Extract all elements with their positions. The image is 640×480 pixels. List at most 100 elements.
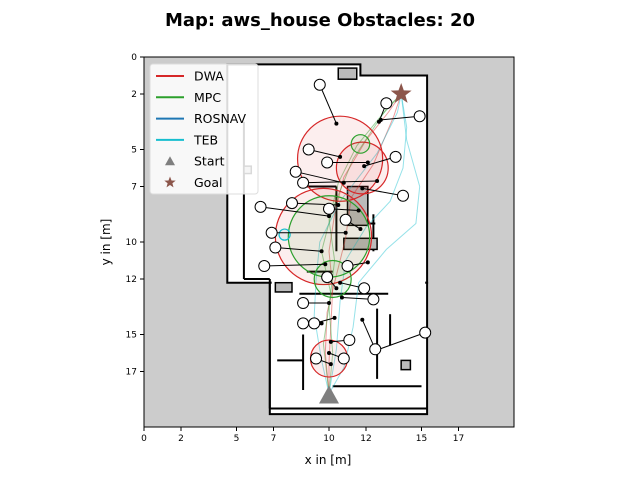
obstacle-waypoint bbox=[328, 362, 333, 367]
obstacle-marker bbox=[289, 165, 302, 178]
obstacle-waypoint bbox=[360, 317, 365, 322]
legend: DWA MPC ROSNAV TEB Start Goal bbox=[149, 63, 259, 195]
x-tick-label: 15 bbox=[416, 434, 427, 444]
obstacle-waypoint bbox=[378, 117, 383, 122]
collision-circle bbox=[278, 228, 291, 241]
obstacle-marker bbox=[321, 156, 334, 169]
obstacle-marker bbox=[397, 189, 409, 202]
legend-label-rosnav: ROSNAV bbox=[194, 111, 247, 126]
y-tick-label: 0 bbox=[131, 53, 137, 63]
obstacle-waypoint bbox=[338, 280, 343, 285]
map-obstacle-block bbox=[274, 281, 293, 293]
obstacle-waypoint bbox=[328, 339, 333, 344]
map-obstacle-block bbox=[346, 185, 369, 227]
legend-swatch-goal bbox=[164, 176, 176, 188]
obstacle-marker bbox=[339, 213, 352, 226]
x-tick-label: 17 bbox=[453, 434, 464, 444]
obstacle-path bbox=[378, 332, 426, 350]
obstacle-marker bbox=[343, 334, 356, 347]
obstacle-waypoint bbox=[323, 262, 328, 267]
obstacle-waypoint bbox=[358, 227, 363, 232]
obstacle-waypoint bbox=[365, 160, 370, 165]
x-axis-label: x in [m] bbox=[305, 453, 352, 467]
obstacle-path bbox=[362, 187, 404, 197]
obstacle-marker bbox=[369, 343, 382, 356]
trajectory-teb bbox=[313, 93, 402, 394]
obstacle-marker bbox=[297, 297, 310, 310]
map-obstacle-block bbox=[343, 237, 378, 251]
obstacle-waypoint bbox=[343, 230, 348, 235]
y-tick-label: 7 bbox=[131, 183, 137, 193]
obstacle-waypoint bbox=[362, 164, 367, 169]
obstacle-waypoint bbox=[327, 351, 331, 355]
obstacle-waypoint bbox=[360, 186, 365, 191]
map-free-space bbox=[271, 279, 426, 288]
x-tick-label: 2 bbox=[178, 434, 184, 444]
obstacle-waypoint bbox=[319, 249, 324, 254]
obstacle-marker bbox=[337, 352, 350, 365]
obstacle-waypoint bbox=[339, 295, 344, 300]
obstacle-waypoint bbox=[356, 208, 361, 213]
obstacle-path bbox=[319, 84, 337, 124]
obstacle-path bbox=[264, 263, 326, 267]
x-tick-label: 7 bbox=[271, 434, 277, 444]
trajectory-dwa bbox=[324, 93, 402, 394]
obstacle-marker bbox=[323, 202, 335, 215]
obstacle-marker bbox=[341, 260, 354, 273]
obstacle-waypoint bbox=[327, 214, 331, 219]
map-free-space bbox=[226, 63, 429, 284]
obstacle-marker bbox=[380, 97, 393, 110]
collision-circle bbox=[350, 134, 371, 154]
obstacle-marker bbox=[269, 241, 282, 254]
plot-content bbox=[144, 57, 514, 427]
x-tick-label: 5 bbox=[234, 434, 240, 444]
obstacle-marker bbox=[302, 143, 315, 156]
obstacle-marker bbox=[413, 110, 426, 123]
obstacle-path bbox=[275, 247, 322, 252]
obstacle-marker bbox=[297, 317, 310, 330]
start-marker bbox=[319, 385, 339, 404]
legend-label-goal: Goal bbox=[194, 175, 222, 190]
obstacle-waypoint bbox=[375, 178, 380, 183]
obstacle-waypoint bbox=[334, 121, 339, 126]
plot-area: 0 2 5 7 10 12 15 17 0 2 5 7 10 12 15 17 bbox=[126, 53, 515, 444]
obstacle-marker bbox=[419, 326, 432, 339]
obstacle-waypoint bbox=[319, 321, 324, 326]
y-tick-label: 12 bbox=[126, 275, 137, 285]
y-axis-label: y in [m] bbox=[99, 219, 113, 266]
obstacle-waypoint bbox=[334, 286, 339, 291]
y-tick-label: 2 bbox=[131, 90, 137, 100]
goal-marker bbox=[390, 83, 412, 103]
obstacle-marker bbox=[321, 271, 334, 284]
y-tick-label: 17 bbox=[126, 368, 137, 378]
x-tick-label: 0 bbox=[141, 434, 147, 444]
obstacle-marker bbox=[308, 317, 321, 330]
y-tick-label: 15 bbox=[126, 331, 137, 341]
legend-label-dwa: DWA bbox=[194, 69, 224, 84]
obstacle-marker bbox=[310, 352, 323, 365]
obstacle-path bbox=[303, 180, 378, 184]
y-tick-label: 5 bbox=[131, 146, 137, 156]
obstacle-marker bbox=[254, 200, 267, 213]
y-tick-label: 10 bbox=[126, 238, 138, 248]
obstacle-waypoint bbox=[365, 260, 370, 265]
map-obstacle-block bbox=[337, 67, 358, 80]
obstacle-marker bbox=[358, 282, 371, 295]
trajectory-teb bbox=[328, 93, 408, 394]
obstacle-path bbox=[260, 206, 330, 217]
legend-label-mpc: MPC bbox=[194, 90, 221, 105]
obstacle-waypoint bbox=[338, 154, 343, 159]
obstacle-waypoint bbox=[336, 203, 341, 207]
obstacle-marker bbox=[389, 150, 402, 163]
obstacle-waypoint bbox=[327, 301, 331, 306]
trajectory-mpc bbox=[328, 93, 402, 394]
map-obstacle-block bbox=[400, 359, 412, 371]
obstacle-waypoint bbox=[332, 315, 337, 320]
obstacle-marker bbox=[297, 176, 310, 189]
obstacle-path bbox=[380, 115, 420, 121]
legend-label-teb: TEB bbox=[193, 132, 218, 147]
obstacle-marker bbox=[313, 78, 326, 91]
obstacle-marker bbox=[367, 293, 380, 306]
legend-label-start: Start bbox=[194, 154, 225, 169]
